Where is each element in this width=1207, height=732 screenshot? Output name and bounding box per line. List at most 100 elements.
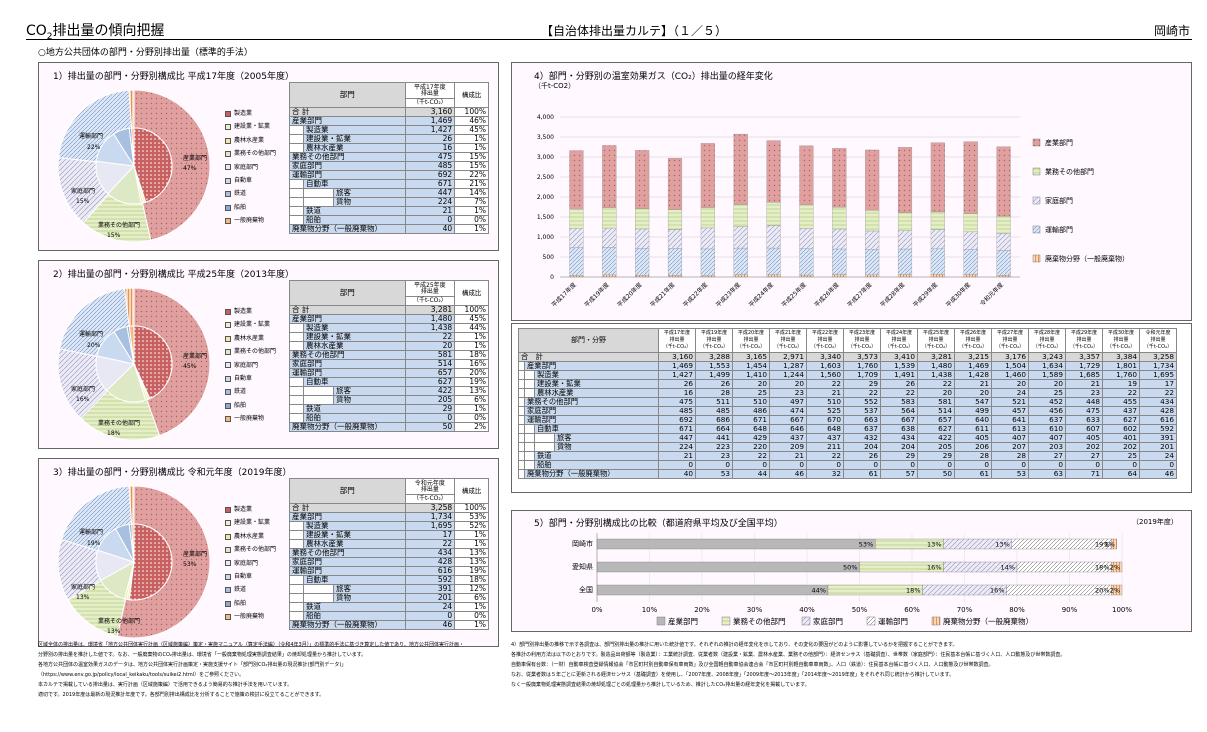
legend-label: 業務その他部門 bbox=[234, 150, 277, 158]
value-cell: 71 bbox=[1065, 469, 1103, 479]
value-cell: 40 bbox=[404, 224, 456, 234]
legend-item: 自動車 bbox=[225, 174, 276, 187]
table-row: 自動車 592 18% bbox=[289, 575, 489, 585]
dept-header: 部門・分野 bbox=[518, 328, 659, 353]
table-row: 船舶 0 0 0 0 0 0 0 0 0 0 0 0 0 0 bbox=[518, 460, 1177, 470]
legend-item: 一般廃棄物 bbox=[225, 610, 276, 623]
table-row: 廃棄物分野（一般廃棄物） 50 2% bbox=[289, 422, 489, 432]
bar-segment bbox=[963, 141, 978, 214]
legend-swatch bbox=[225, 506, 231, 513]
donut-chart: 運輸部門 22% 家庭部門 15% 業務その他部門 15% 産業部門 47% bbox=[57, 89, 211, 243]
table-row: 旅客 391 12% bbox=[289, 584, 489, 594]
notes-right: 4）部門別排出量の推移で示す各調査は、部門別排出量の推計に用いた統計値です。それ… bbox=[511, 640, 1192, 690]
x-tick-label: 10% bbox=[642, 606, 658, 614]
x-tick-label: 100% bbox=[1112, 606, 1132, 614]
bar-segment bbox=[930, 211, 945, 230]
legend-label: 一般廃棄物 bbox=[234, 613, 265, 621]
pie-panel-2: 2）排出量の部門・分野別構成比 平成25年度（2013年度） 運輸部門 20% 家庭部… bbox=[38, 260, 499, 449]
legend-swatch bbox=[225, 402, 231, 409]
legend-label: 製造業 bbox=[234, 110, 253, 117]
value-cell: 32 bbox=[806, 469, 844, 479]
bar-segment bbox=[700, 248, 715, 276]
table-row: 貨物 224 223 220 209 211 204 204 205 206 207 203 202 20… bbox=[518, 442, 1177, 452]
pie-legend: 製造業 建設業・鉱業 農林水産業 業務その他部門 家庭部門 自動車 鉄道 船舶 一般廃棄物 bbox=[225, 107, 276, 228]
pie-label: 業務その他部門 bbox=[98, 419, 140, 427]
data-label: 1% bbox=[1104, 541, 1114, 549]
data-label: 18% bbox=[1095, 564, 1109, 572]
bar-segment bbox=[865, 209, 880, 232]
year-header: 平成26年度 排出量 （千t-CO₂） bbox=[954, 328, 992, 353]
bar-segment bbox=[766, 202, 781, 226]
bar-segment bbox=[897, 212, 913, 231]
table-row: 廃棄物分野（一般廃棄物） 46 1% bbox=[289, 620, 489, 630]
bar-segment bbox=[799, 248, 814, 276]
bar-segment bbox=[865, 249, 880, 276]
pie-label: 業務その他部門 bbox=[98, 617, 140, 625]
bar-segment bbox=[897, 274, 913, 278]
category-label: 全国 bbox=[579, 585, 593, 594]
x-tick-label: 80% bbox=[1009, 606, 1025, 614]
year-header: 平成21年度 排出量 （千t-CO₂） bbox=[769, 328, 807, 353]
trend-chart-title: 4）部門・分野別の温室効果ガス（CO₂）排出量の経年変化 bbox=[534, 72, 773, 82]
data-label: 2% bbox=[1110, 587, 1120, 595]
legend-swatch bbox=[656, 616, 666, 626]
bar-segment bbox=[700, 143, 715, 208]
bar-segment bbox=[602, 207, 617, 229]
bar-segment bbox=[667, 229, 683, 249]
emission-table: 部門 平成17年度 排出量 構成比 （千t-CO₂）合 計 3,160 100% 産業部門 1,… bbox=[289, 82, 489, 234]
year-header: 平成28年度 排出量 （千t-CO₂） bbox=[1028, 328, 1066, 353]
bar-segment bbox=[569, 228, 584, 248]
legend-item: 鉄道 bbox=[225, 583, 276, 596]
karte-title: 【自治体排出量カルテ】（１／５） bbox=[541, 24, 728, 38]
legend-label: 自動車 bbox=[234, 177, 253, 185]
table-row: 貨物 201 6% bbox=[289, 593, 489, 603]
year-header: 平成24年度 排出量 （千t-CO₂） bbox=[880, 328, 918, 353]
bar-segment bbox=[569, 247, 584, 276]
legend-swatch bbox=[225, 124, 231, 131]
bar-segment bbox=[996, 146, 1011, 217]
note-line: 適切です。2019年度は最新の現況推計年度です。各部門別排出構成比を分析すること… bbox=[38, 692, 325, 698]
legend-swatch bbox=[225, 415, 231, 422]
value-cell: 46 bbox=[404, 620, 456, 630]
section-subtitle: ○地方公共団体の部門・分野別排出量（標準的手法） bbox=[38, 48, 253, 58]
city-name: 岡崎市 bbox=[1153, 24, 1190, 38]
x-tick-label: 70% bbox=[957, 606, 973, 614]
bar-segment bbox=[667, 248, 683, 276]
x-tick-label: 平成25年度 bbox=[780, 281, 808, 309]
x-tick-label: 平成21年度 bbox=[648, 281, 676, 309]
table-row: 農林水産業 22 1% bbox=[289, 539, 489, 549]
legend-swatch bbox=[225, 546, 231, 553]
bar-segment bbox=[1111, 538, 1117, 550]
legend-label: 家庭部門 bbox=[813, 616, 843, 626]
legend-label: 自動車 bbox=[234, 375, 253, 383]
legend-label: 製造業 bbox=[234, 308, 253, 315]
legend-label: 家庭部門 bbox=[1045, 196, 1073, 205]
legend-label: 家庭部門 bbox=[234, 361, 259, 369]
ratio-header: 構成比 bbox=[454, 82, 489, 108]
bar-segment bbox=[930, 274, 945, 278]
table-row: 廃棄物分野（一般廃棄物） 40 1% bbox=[289, 224, 489, 234]
bar-segment bbox=[602, 145, 617, 208]
value-cell: 44 bbox=[732, 469, 770, 479]
table-row: 鉄道 21 1% bbox=[289, 206, 489, 216]
value-cell: 40 bbox=[658, 469, 696, 479]
row-label: 自動車 bbox=[303, 179, 406, 189]
note-line: 4）部門別排出量の推移で示す各調査は、部門別排出量の推計に用いた統計値です。それ… bbox=[511, 642, 958, 648]
legend-item: 製造業 bbox=[225, 305, 276, 318]
bar-segment bbox=[667, 158, 683, 210]
table-row: 産業部門 1,469 1,553 1,454 1,287 1,603 1,760 1,539 1… bbox=[518, 361, 1177, 371]
value-cell: 46 bbox=[1139, 469, 1177, 479]
pie-legend: 製造業 建設業・鉱業 農林水産業 業務その他部門 家庭部門 自動車 鉄道 船舶 一般廃棄物 bbox=[225, 305, 276, 426]
legend-item: 鉄道 bbox=[225, 187, 276, 200]
bar-segment bbox=[569, 150, 584, 210]
table-row: 自動車 671 664 648 646 648 637 638 627 611 613 610 607 6… bbox=[518, 424, 1177, 434]
pie-label: 45% bbox=[183, 363, 197, 370]
data-label: 14% bbox=[1001, 564, 1015, 572]
legend-label: 船舶 bbox=[234, 599, 247, 607]
legend-item: 自動車 bbox=[225, 372, 276, 385]
bar-segment bbox=[733, 133, 748, 205]
table-row: 旅客 447 14% bbox=[289, 188, 489, 198]
bar-segment bbox=[700, 207, 715, 229]
x-tick-label: 平成22年度 bbox=[681, 281, 709, 309]
bar-segment bbox=[635, 150, 650, 209]
